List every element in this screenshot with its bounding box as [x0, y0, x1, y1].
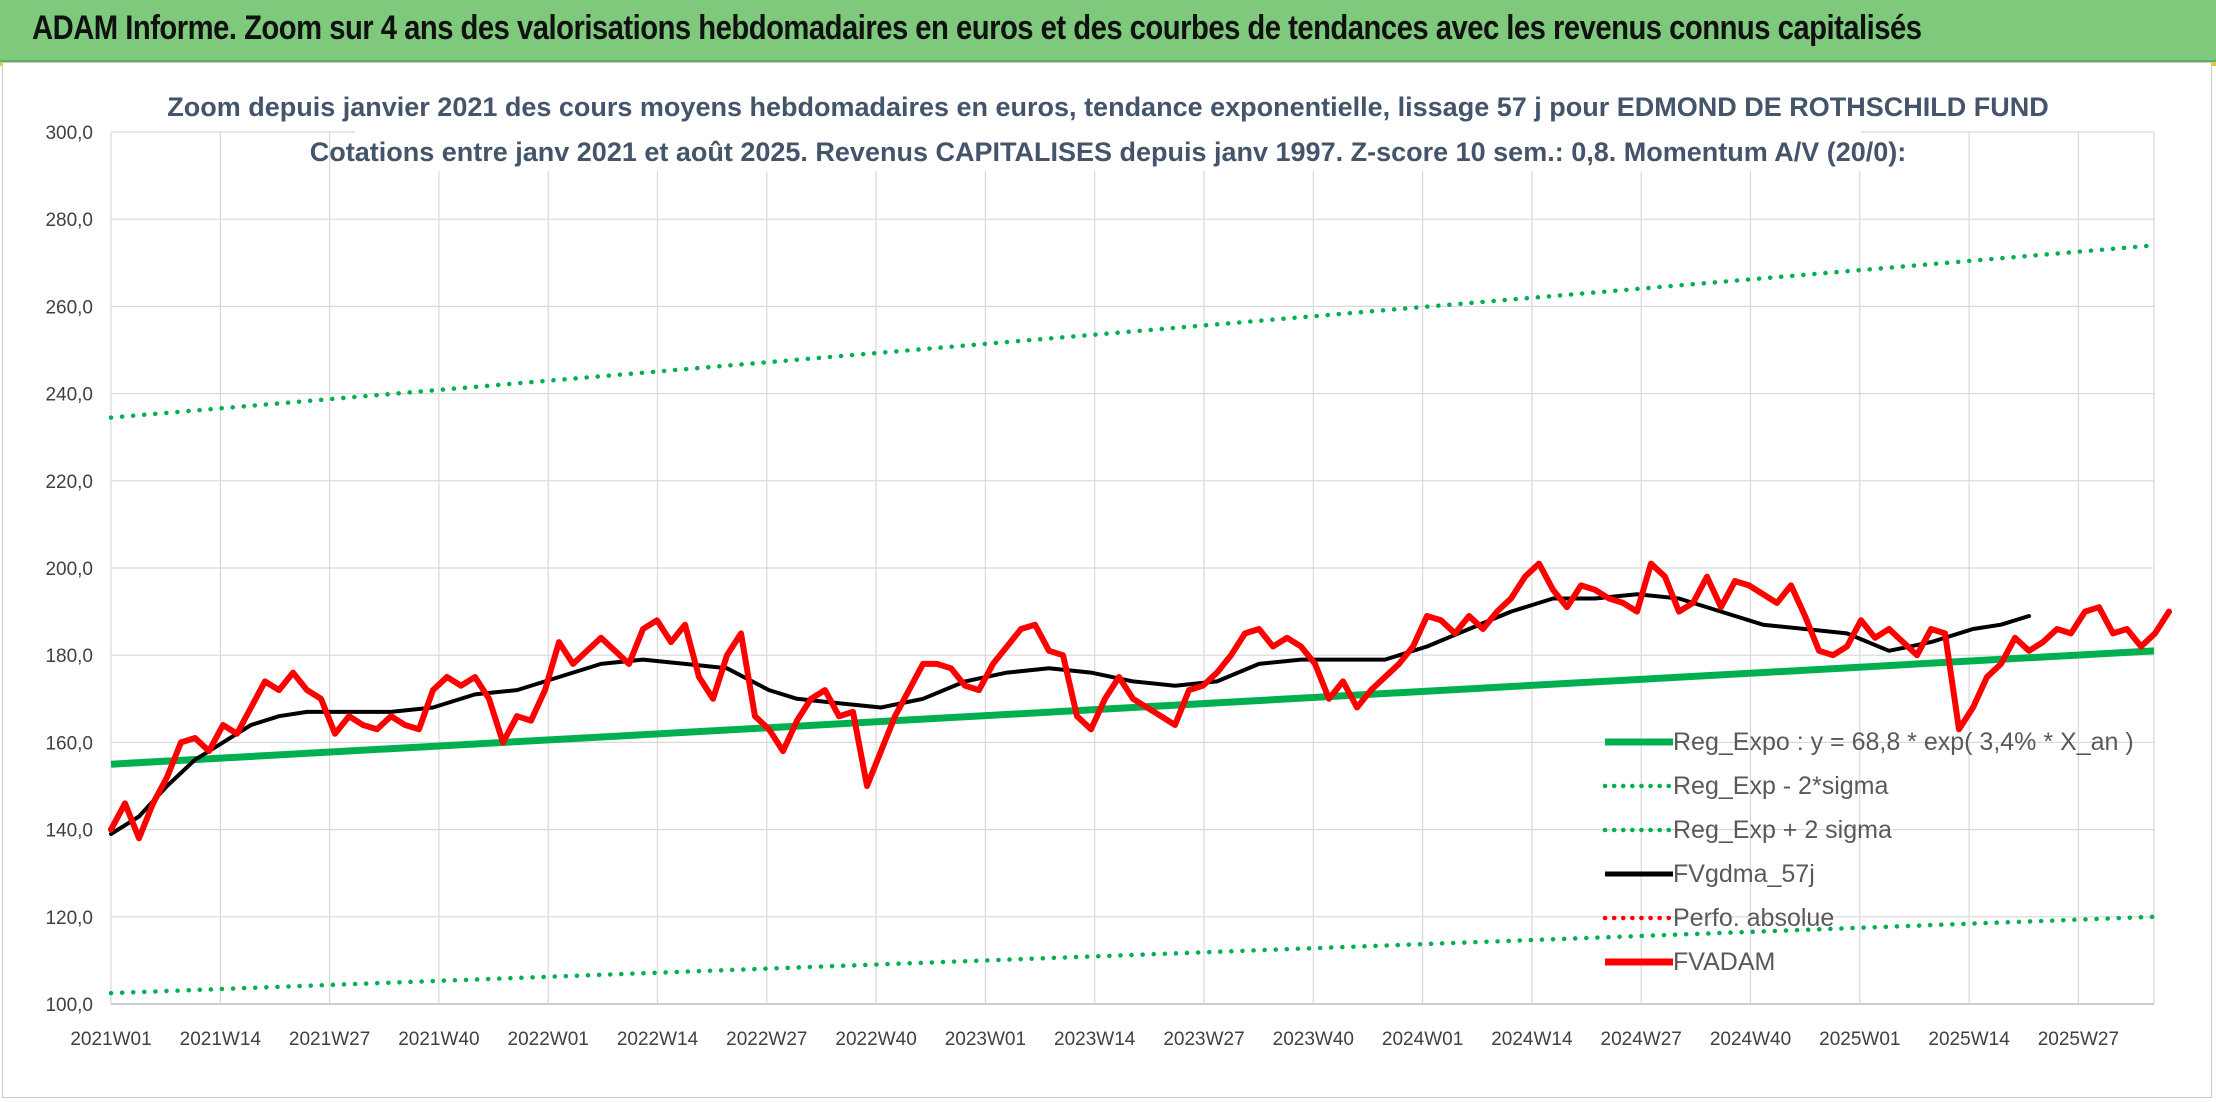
y-tick-label: 180,0	[45, 646, 93, 667]
x-tick-label: 2024W01	[1382, 1029, 1463, 1050]
legend-label-reg-expo-y-68-8-exp-3-4-x-an: Reg_Expo : y = 68,8 * exp( 3,4% * X_an )	[1673, 728, 2134, 756]
series-fvgdma-57j	[109, 592, 2031, 836]
report-banner: ADAM Informe. Zoom sur 4 ans des valoris…	[0, 0, 2216, 62]
chart-subtitle: Cotations entre janv 2021 et août 2025. …	[310, 137, 1907, 167]
x-tick-label: 2021W40	[398, 1029, 479, 1050]
x-tick-label: 2023W27	[1163, 1029, 1244, 1050]
y-tick-label: 260,0	[45, 297, 93, 318]
x-tick-label: 2025W27	[2038, 1029, 2119, 1050]
series-reg-exp-2-sigma	[108, 243, 2157, 420]
legend-label-fvadam: FVADAM	[1673, 948, 1775, 976]
series-reg-expo-y-68-8-exp-3-4-x-an	[110, 647, 2155, 768]
legend-label-fvgdma-57j: FVgdma_57j	[1673, 860, 1815, 888]
y-tick-label: 220,0	[45, 472, 93, 493]
y-tick-label: 120,0	[45, 908, 93, 929]
x-tick-label: 2021W14	[180, 1029, 262, 1050]
x-tick-label: 2022W14	[617, 1029, 699, 1050]
x-tick-label: 2023W14	[1054, 1029, 1136, 1050]
x-tick-label: 2024W14	[1491, 1029, 1573, 1050]
chart-frame	[2, 62, 2212, 1098]
legend-label-perfo-absolue: Perfo. absolue	[1673, 904, 1834, 932]
x-tick-label: 2021W27	[289, 1029, 370, 1050]
legend-label-reg-exp-2-sigma: Reg_Exp - 2*sigma	[1673, 772, 1888, 800]
chart-title: Zoom depuis janvier 2021 des cours moyen…	[167, 92, 2048, 122]
x-tick-label: 2021W01	[70, 1029, 151, 1050]
x-axis-ticks: 2021W01 2021W14 2021W27 2021W40 2022W01 2022W…	[70, 1029, 2119, 1050]
subtitle-bg	[355, 129, 1861, 171]
series-fvadam	[108, 560, 2172, 842]
y-tick-label: 240,0	[45, 385, 93, 406]
legend-label-reg-exp-2-sigma: Reg_Exp + 2 sigma	[1673, 816, 1892, 844]
x-tick-label: 2024W40	[1710, 1029, 1791, 1050]
x-tick-label: 2022W40	[835, 1029, 916, 1050]
y-tick-label: 100,0	[45, 995, 93, 1016]
x-tick-label: 2025W14	[1928, 1029, 2010, 1050]
y-tick-label: 280,0	[45, 210, 93, 231]
banner-corner-right	[2208, 62, 2216, 66]
chart-legend: Reg_Expo : y = 68,8 * exp( 3,4% * X_an )…	[1602, 728, 2134, 976]
y-axis-ticks: 100,0 120,0 140,0 160,0 180,0 200,0 220,0 240,0…	[45, 123, 93, 1016]
x-tick-label: 2023W40	[1273, 1029, 1354, 1050]
title-bg	[232, 85, 1984, 125]
y-tick-label: 160,0	[45, 733, 93, 754]
y-tick-label: 200,0	[45, 559, 93, 580]
report-title: ADAM Informe. Zoom sur 4 ans des valoris…	[32, 9, 1922, 47]
series-reg-exp-2-sigma	[108, 914, 2157, 996]
y-tick-label: 140,0	[45, 821, 93, 842]
x-tick-label: 2022W01	[508, 1029, 589, 1050]
x-tick-label: 2022W27	[726, 1029, 807, 1050]
x-tick-label: 2023W01	[945, 1029, 1026, 1050]
chart-grid	[110, 131, 2155, 1005]
x-tick-label: 2024W27	[1601, 1029, 1682, 1050]
x-tick-label: 2025W01	[1819, 1029, 1900, 1050]
chart-series	[108, 243, 2172, 996]
y-tick-label: 300,0	[45, 123, 93, 144]
